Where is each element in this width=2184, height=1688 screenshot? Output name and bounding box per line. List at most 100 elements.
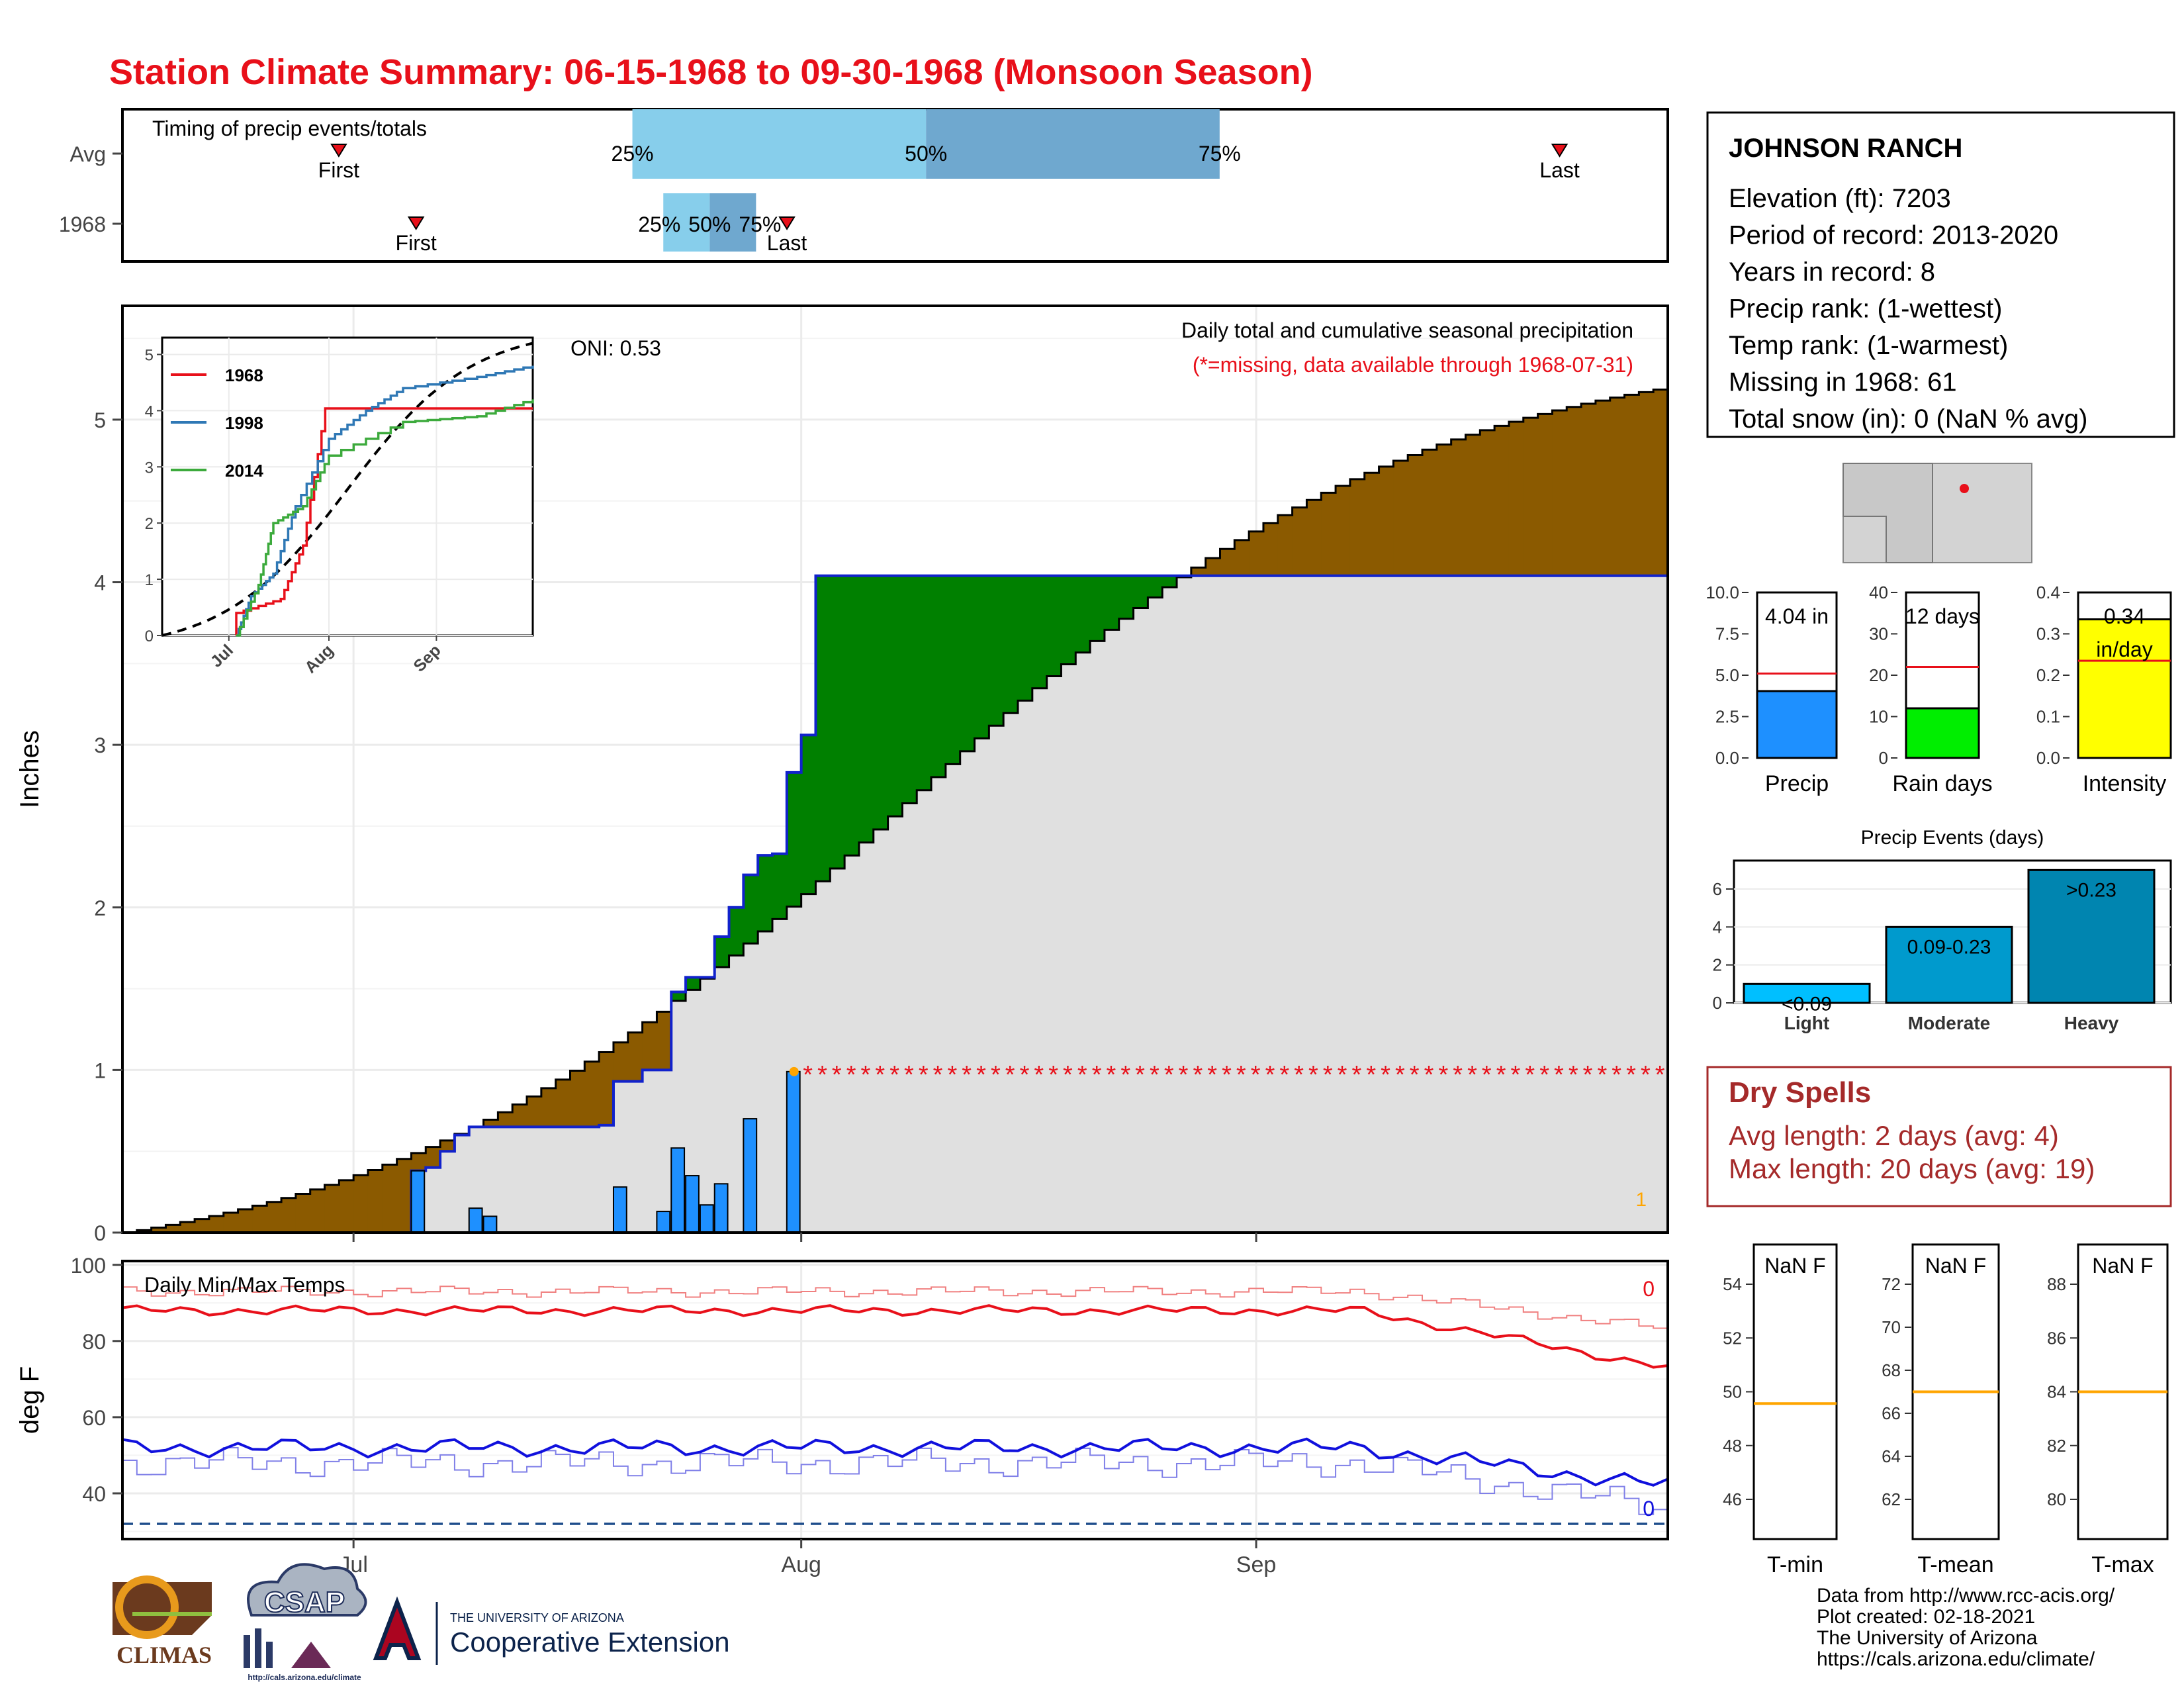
missing-day-marker: * [875, 1061, 885, 1089]
below-average-area [295, 1194, 311, 1233]
mini-y-tick: 0.1 [2036, 707, 2060, 727]
events-y-tick: 4 [1713, 917, 1722, 937]
missing-day-marker: * [1251, 1061, 1261, 1089]
below-average-area [267, 1201, 282, 1233]
mini-bar-intensity [2077, 618, 2172, 759]
missing-day-marker: * [1107, 1061, 1116, 1089]
mini-y-tick: 10 [1869, 707, 1888, 727]
missing-day-marker: * [1641, 1061, 1651, 1089]
missing-day-marker: * [1323, 1061, 1333, 1089]
mini-y-tick: 0.4 [2036, 583, 2060, 602]
below-average-area [541, 1088, 557, 1127]
mini-y-tick: 10.0 [1706, 583, 1739, 602]
missing-day-marker: * [976, 1061, 986, 1089]
timing-label: Timing of precip events/totals [152, 117, 427, 140]
mini-chart-label: Precip [1765, 771, 1829, 796]
mini-y-tick: 0.0 [2036, 748, 2060, 768]
below-average-area [1393, 461, 1408, 576]
below-average-area [1422, 449, 1437, 576]
station-info-line: Temp rank: (1-warmest) [1729, 331, 2008, 360]
inset-y-tick: 0 [145, 628, 154, 645]
above-average-area [1118, 575, 1134, 619]
avg-q50-q75-bar [926, 109, 1220, 179]
1968-last-marker [778, 216, 796, 230]
below-average-area [324, 1185, 340, 1233]
temp-box-y-tick: 70 [1882, 1317, 1901, 1337]
missing-day-marker: * [1453, 1061, 1463, 1089]
missing-day-marker: * [947, 1061, 957, 1089]
max-temp-count: 0 [1643, 1277, 1655, 1301]
x-tick-label: Sep [1236, 1552, 1277, 1577]
daily-precip-bar [410, 1170, 426, 1233]
missing-day-marker: * [1236, 1061, 1246, 1089]
missing-day-marker: * [1092, 1061, 1102, 1089]
temp-box-t-min [1752, 1243, 1838, 1540]
temp-box-y-tick: 54 [1723, 1274, 1742, 1294]
below-average-area [165, 1225, 181, 1233]
precip-description: Daily total and cumulative seasonal prec… [1181, 318, 1633, 342]
temp-panel-frame [121, 1260, 1669, 1540]
above-average-area [989, 575, 1004, 726]
below-average-area [426, 1147, 441, 1168]
dry-spells-line: Avg length: 2 days (avg: 4) [1729, 1120, 2059, 1151]
csap-logo-text: CSAP [264, 1586, 345, 1618]
y-tick-label: 4 [94, 571, 106, 595]
below-average-area [1552, 410, 1567, 576]
missing-day-marker: * [1381, 1061, 1390, 1089]
below-average-area [555, 1079, 570, 1127]
csap-bar-icon [266, 1642, 273, 1668]
temp-box-y-tick: 72 [1882, 1274, 1901, 1294]
below-average-area [1508, 422, 1524, 576]
ua-a-logo [373, 1596, 422, 1660]
mini-y-tick: 2.5 [1715, 707, 1739, 727]
temp-box-y-tick: 82 [2047, 1436, 2066, 1456]
below-average-area [1451, 439, 1466, 576]
missing-day-marker: * [1135, 1061, 1145, 1089]
above-average-area [960, 575, 976, 751]
y-tick-label: 100 [71, 1254, 106, 1278]
inset-legend-label: 1968 [225, 365, 263, 385]
y-tick-label: 3 [94, 733, 106, 757]
above-average-area [1162, 575, 1177, 588]
above-average-area [714, 936, 730, 968]
missing-day-marker: * [1179, 1061, 1189, 1089]
x-tick-label: Aug [781, 1552, 821, 1577]
above-average-area [1032, 575, 1048, 688]
event-bar-light [1743, 982, 1871, 1004]
missing-day-marker: * [1150, 1061, 1160, 1089]
avg-q25-q50-bar [632, 109, 927, 179]
missing-day-marker: * [904, 1061, 914, 1089]
missing-day-marker: * [1279, 1061, 1289, 1089]
inset-series-2014 [236, 399, 534, 637]
average-cumulative-line [122, 388, 1668, 1234]
above-average-area [917, 575, 932, 790]
temp-value-label: NaN F [1764, 1254, 1825, 1278]
below-average-area [527, 1096, 542, 1127]
missing-day-marker: * [1294, 1061, 1304, 1089]
below-average-area [1336, 485, 1351, 576]
missing-day-marker: * [1583, 1061, 1593, 1089]
below-average-area [310, 1189, 326, 1233]
avg-first-marker-label: First [318, 158, 359, 182]
missing-count: 1 [1635, 1189, 1647, 1211]
dry-spells-title: Dry Spells [1729, 1076, 1871, 1109]
climas-logo-ring [115, 1575, 179, 1639]
above-average-area [887, 575, 903, 817]
above-average-area [844, 575, 860, 856]
page-title: Station Climate Summary: 06-15-1968 to 0… [109, 52, 1313, 92]
above-average-area [1046, 575, 1062, 677]
below-average-area [613, 1042, 629, 1082]
missing-day-marker: * [1005, 1061, 1015, 1089]
mini-y-tick: 30 [1869, 624, 1888, 644]
mini-y-tick: 0 [1879, 748, 1888, 768]
below-average-area [1523, 418, 1539, 576]
min-temp-line [122, 1437, 1668, 1487]
mini-value-label: 4.04 in [1765, 604, 1829, 628]
below-average-area [1379, 466, 1394, 576]
missing-day-marker: * [817, 1061, 827, 1089]
missing-day-marker: * [1539, 1061, 1549, 1089]
1968-q25-q50-bar [663, 193, 710, 252]
ua-extension-text: Cooperative Extension [450, 1626, 730, 1658]
below-average-area [180, 1222, 195, 1233]
below-average-area [584, 1061, 600, 1127]
